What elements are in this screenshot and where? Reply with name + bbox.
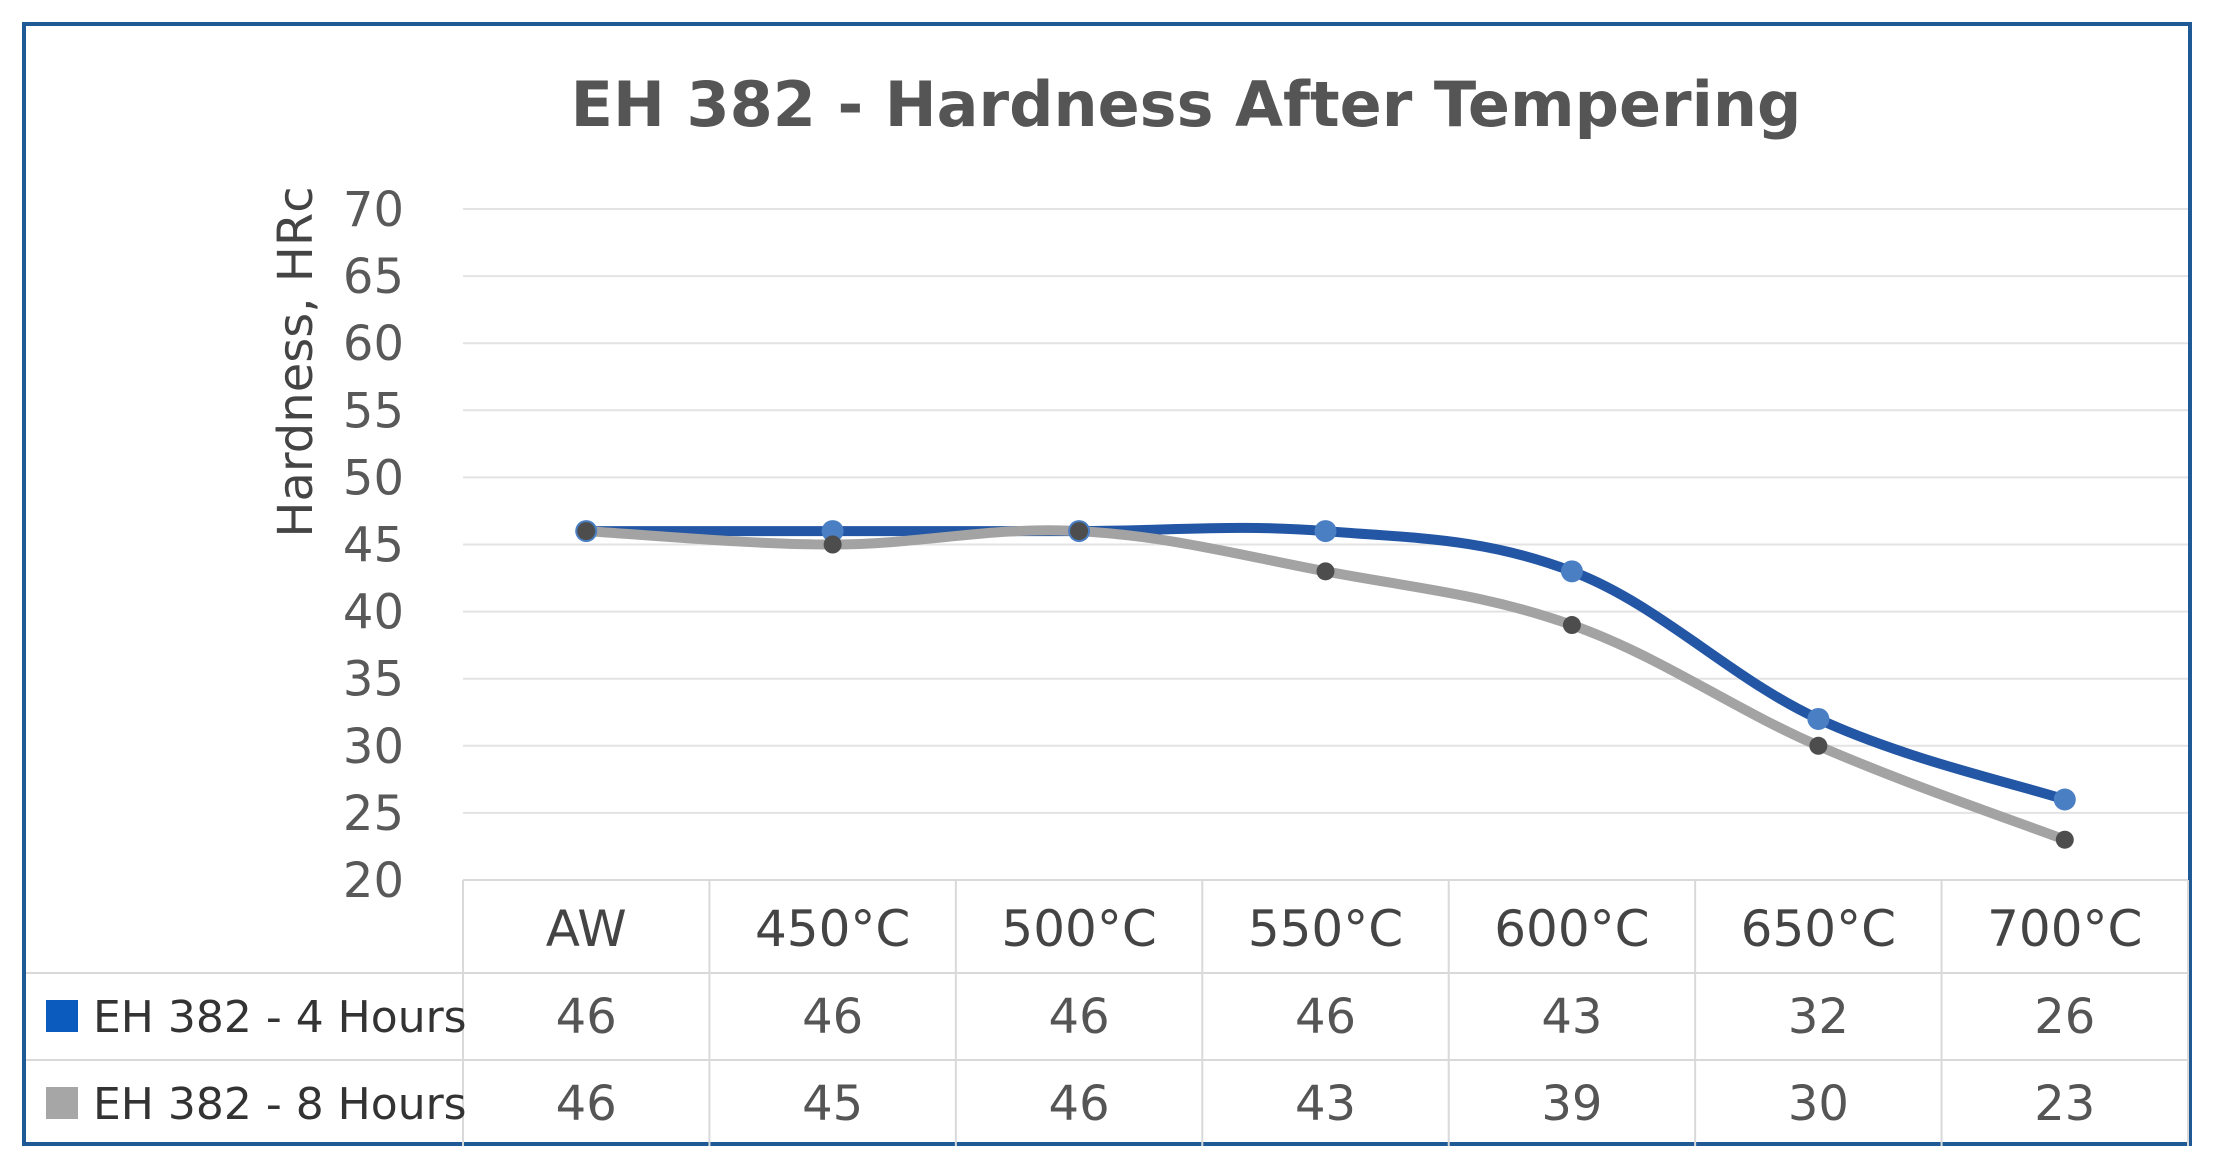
table-cell-value: 46 — [1049, 989, 1110, 1045]
legend-label: EH 382 - 8 Hours — [93, 1079, 467, 1130]
legend-key-1 — [46, 1000, 78, 1032]
table-cell-value: 30 — [1788, 1076, 1849, 1132]
y-axis-ticks: 70 65 60 55 50 45 40 35 30 25 20 — [343, 182, 404, 909]
table-cell-value: 46 — [1049, 1076, 1110, 1132]
table-cell-value: 45 — [802, 1076, 863, 1132]
y-tick-label: 20 — [343, 853, 404, 909]
data-point — [1316, 562, 1335, 581]
category-label: 700°C — [1987, 900, 2142, 958]
table-cell-value: 46 — [556, 989, 617, 1045]
y-tick-label: 60 — [343, 316, 404, 372]
data-point — [1314, 520, 1337, 543]
data-point — [2053, 788, 2076, 811]
table-cell-value: 39 — [1541, 1076, 1602, 1132]
table-cell-value: 46 — [802, 989, 863, 1045]
category-label: 550°C — [1248, 900, 1403, 958]
data-table-grid — [26, 879, 2189, 1146]
data-point — [821, 520, 844, 543]
legend-key-2 — [46, 1087, 78, 1119]
y-tick-label: 30 — [343, 719, 404, 775]
table-cell-value: 26 — [2034, 989, 2095, 1045]
table-cell-value: 32 — [1788, 989, 1849, 1045]
chart-frame — [22, 22, 2192, 1146]
data-point — [577, 522, 596, 541]
data-point — [2055, 830, 2074, 849]
y-tick-label: 45 — [343, 518, 404, 574]
table-cell-value: 43 — [1541, 989, 1602, 1045]
y-tick-label: 35 — [343, 652, 404, 708]
y-tick-label: 40 — [343, 585, 404, 641]
data-point — [1562, 616, 1581, 635]
table-cell-value: 23 — [2034, 1076, 2095, 1132]
gridlines — [463, 208, 2188, 814]
y-tick-label: 55 — [343, 383, 404, 439]
legend-label: EH 382 - 4 Hours — [93, 992, 467, 1043]
y-tick-label: 25 — [343, 786, 404, 842]
table-cell-value: 46 — [556, 1076, 617, 1132]
data-point — [1807, 707, 1830, 730]
data-table-rows: EH 382 - 4 Hours 46 46 46 46 43 32 26 EH 382 - 8… — [46, 989, 2095, 1132]
category-label: AW — [546, 900, 627, 958]
chart-title: EH 382 - Hardness After Tempering — [571, 68, 1802, 141]
data-point — [1809, 736, 1828, 755]
data-point — [1560, 560, 1583, 583]
data-point — [823, 535, 842, 554]
y-axis-label: Hardness, HRc — [268, 186, 324, 537]
data-point — [1070, 522, 1089, 541]
category-labels: AW 450°C 500°C 550°C 600°C 650°C 700°C — [546, 900, 2143, 958]
category-label: 450°C — [755, 900, 910, 958]
category-label: 600°C — [1494, 900, 1649, 958]
table-cell-value: 43 — [1295, 1076, 1356, 1132]
series-markers — [575, 520, 2076, 849]
y-tick-label: 50 — [343, 450, 404, 506]
table-cell-value: 46 — [1295, 989, 1356, 1045]
y-tick-label: 70 — [343, 182, 404, 238]
y-tick-label: 65 — [343, 249, 404, 305]
category-label: 500°C — [1001, 900, 1156, 958]
category-label: 650°C — [1741, 900, 1896, 958]
